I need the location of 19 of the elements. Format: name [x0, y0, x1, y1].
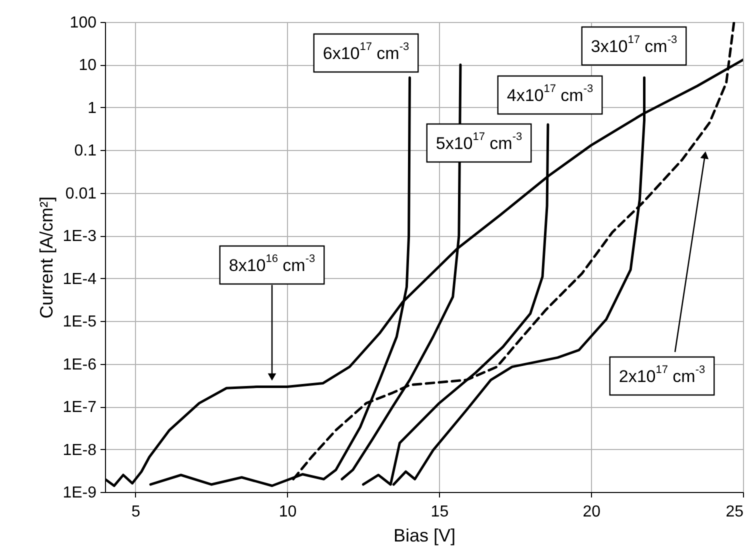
y-tick-label: 1E-9	[62, 484, 97, 502]
y-tick-label: 10	[78, 57, 97, 74]
y-tick-label: 100	[70, 14, 97, 32]
x-tick-label: 25	[726, 504, 744, 520]
y-axis-title: Current [A/cm²]	[36, 196, 57, 319]
y-tick-label: 0.1	[74, 142, 97, 160]
y-tick-label: 1E-4	[62, 270, 97, 288]
y-tick-label: 1E-6	[62, 356, 97, 374]
y-tick-label: 1E-7	[62, 399, 97, 416]
y-tick-label: 1E-3	[62, 228, 97, 246]
y-tick-label: 1E-8	[62, 442, 97, 459]
y-tick-label: 1	[88, 100, 97, 117]
x-tick-label: 10	[278, 504, 297, 520]
x-tick-label: 5	[131, 504, 140, 520]
x-tick-label: 15	[430, 504, 449, 520]
y-tick-label: 1E-5	[62, 314, 97, 331]
x-axis-title: Bias [V]	[393, 526, 456, 546]
y-tick-label: 0.01	[65, 185, 97, 202]
x-tick-label: 20	[582, 504, 601, 520]
